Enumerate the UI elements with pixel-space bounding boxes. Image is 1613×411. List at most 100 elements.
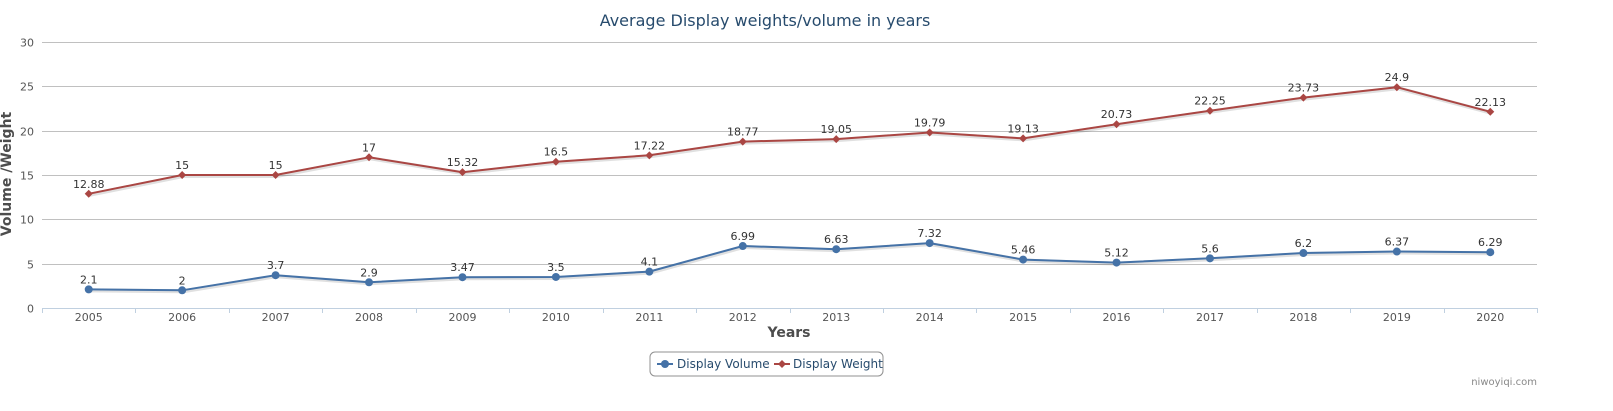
data-point [84, 285, 93, 294]
series-line-shadow [89, 86, 1492, 197]
data-point [1019, 134, 1028, 143]
legend-weight-marker [778, 360, 786, 368]
data-point [1486, 107, 1495, 116]
data-point [178, 286, 187, 295]
y-tick-label: 5 [27, 259, 34, 272]
data-point [832, 245, 841, 254]
series-display-weight: 12.88 15 15 17 15.32 16.5 17.22 18.77 19.05 19.79… [73, 71, 1506, 198]
data-label: 12.88 [73, 178, 105, 191]
data-label: 3.7 [267, 259, 285, 272]
data-point [1019, 255, 1028, 264]
data-label: 5.12 [1104, 247, 1129, 260]
data-label: 24.9 [1385, 71, 1410, 84]
data-point [178, 171, 187, 179]
data-label: 2 [179, 274, 186, 287]
data-label: 19.13 [1007, 122, 1039, 135]
x-tick-label: 2014 [916, 311, 944, 324]
data-label: 6.29 [1478, 236, 1503, 249]
data-point [551, 272, 560, 281]
series-line-shadow [89, 242, 1492, 294]
x-tick-label: 2016 [1103, 311, 1131, 324]
data-point [645, 151, 654, 160]
y-tick-label: 10 [20, 214, 34, 227]
data-label: 7.32 [917, 227, 942, 240]
x-tick-label: 2009 [448, 311, 476, 324]
data-point [738, 137, 747, 146]
x-tick-label: 2015 [1009, 311, 1037, 324]
data-point [738, 242, 747, 251]
data-label: 6.2 [1295, 237, 1313, 250]
y-axis-title: Volume /Weight [0, 111, 15, 236]
x-tick-label: 2017 [1196, 311, 1224, 324]
credit-link[interactable]: niwoyiqi.com [1471, 377, 1537, 388]
data-label: 4.1 [641, 256, 659, 269]
data-label: 19.79 [914, 117, 946, 130]
data-point [365, 278, 374, 287]
data-label: 20.73 [1101, 108, 1133, 121]
data-point [1112, 258, 1121, 267]
data-label: 2.9 [360, 266, 378, 279]
data-label: 19.05 [820, 123, 852, 136]
y-tick-label: 25 [20, 81, 34, 94]
x-tick-label: 2018 [1289, 311, 1317, 324]
x-tick-label: 2013 [822, 311, 850, 324]
legend[interactable]: Display Volume Display Weight [649, 351, 884, 377]
data-label: 15 [175, 159, 189, 172]
x-tick-label: 2011 [635, 311, 663, 324]
series-line [88, 242, 1491, 292]
chart-title: Average Display weights/volume in years [600, 11, 931, 30]
series-line [88, 86, 1491, 195]
data-point [925, 128, 934, 137]
data-label: 22.13 [1475, 96, 1507, 109]
data-point [1392, 247, 1401, 256]
series-display-volume: 2.1 2 3.7 2.9 3.47 3.5 4.1 6.99 6.63 7.32 5.46 5.12… [80, 227, 1503, 295]
axes: 0 5 10 15 20 25 30 2005 2006 2007 2008 2009 2010 2011… [20, 37, 1538, 324]
legend-volume-marker [661, 360, 669, 368]
data-point [271, 171, 280, 179]
data-label: 3.5 [547, 261, 565, 274]
data-label: 15.32 [447, 156, 479, 169]
data-point [1205, 254, 1214, 263]
x-tick-label: 2008 [355, 311, 383, 324]
data-label: 18.77 [727, 126, 759, 139]
legend-item-display-weight[interactable]: Display Weight [774, 357, 883, 371]
data-label: 15 [269, 159, 283, 172]
data-point [365, 153, 374, 162]
x-tick-label: 2007 [262, 311, 290, 324]
legend-weight-label: Display Weight [793, 357, 883, 371]
data-label: 5.46 [1011, 244, 1036, 257]
y-tick-label: 0 [27, 303, 34, 316]
data-label: 6.63 [824, 233, 849, 246]
data-point [1112, 120, 1121, 129]
data-label: 16.5 [544, 146, 569, 159]
data-point [458, 168, 467, 177]
y-tick-label: 15 [20, 170, 34, 183]
series-group: 2.1 2 3.7 2.9 3.47 3.5 4.1 6.99 6.63 7.32 5.46 5.12… [73, 71, 1506, 295]
x-tick-label: 2005 [75, 311, 103, 324]
data-label: 2.1 [80, 273, 98, 286]
data-point [84, 189, 93, 198]
grid-lines [42, 42, 1537, 265]
data-label: 6.37 [1385, 236, 1410, 249]
x-tick-label: 2019 [1383, 311, 1411, 324]
data-label: 17 [362, 141, 376, 154]
legend-box [649, 351, 884, 377]
data-point [645, 267, 654, 276]
x-tick-label: 2010 [542, 311, 570, 324]
legend-volume-label: Display Volume [677, 357, 770, 371]
legend-item-display-volume[interactable]: Display Volume [657, 357, 770, 371]
data-point [832, 135, 841, 144]
data-point [1392, 83, 1401, 92]
data-label: 22.25 [1194, 95, 1226, 108]
data-label: 3.47 [450, 261, 475, 274]
x-axis-title: Years [766, 325, 810, 341]
data-point [925, 239, 934, 248]
data-label: 6.99 [731, 230, 756, 243]
x-tick-label: 2012 [729, 311, 757, 324]
x-tick-label: 2020 [1476, 311, 1504, 324]
data-label: 23.73 [1288, 82, 1320, 95]
data-point [1486, 248, 1495, 257]
data-point [1205, 106, 1214, 115]
y-tick-label: 20 [20, 126, 34, 139]
